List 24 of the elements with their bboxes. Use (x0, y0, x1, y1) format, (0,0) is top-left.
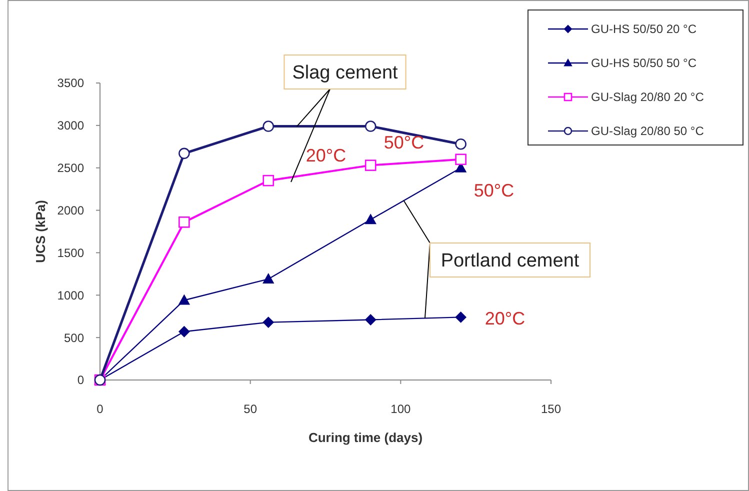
y-tick-label: 2500 (57, 161, 84, 176)
annotation: Slag cement (292, 62, 399, 84)
legend-label: GU-Slag 20/80 20 °C (591, 90, 704, 104)
y-tick-label: 0 (77, 373, 84, 388)
annotation: 50°C (384, 132, 424, 152)
y-tick-label: 3000 (57, 118, 84, 133)
y-tick-label: 1000 (57, 288, 84, 302)
annotation: Portland cement (440, 250, 580, 272)
y-tick-label: 1500 (57, 246, 84, 260)
x-axis-title: Curing time (days) (308, 430, 423, 445)
x-tick-label: 50 (244, 402, 258, 416)
legend-label: GU-HS 50/50 20 °C (591, 22, 697, 36)
legend-label: GU-HS 50/50 50 °C (591, 56, 697, 70)
y-axis-title: UCS (kPa) (33, 200, 48, 263)
x-tick-label: 150 (540, 402, 562, 416)
legend-label: GU-Slag 20/80 50 °C (591, 124, 704, 138)
y-tick-label: 500 (64, 330, 84, 345)
x-tick-label: 0 (96, 402, 104, 416)
y-tick-label: 2000 (57, 203, 84, 218)
x-tick-label: 100 (390, 402, 411, 416)
annotation: 50°C (474, 180, 514, 200)
y-tick-label: 3500 (57, 76, 84, 90)
annotation: 20°C (484, 308, 526, 328)
annotation: 20°C (306, 145, 346, 166)
